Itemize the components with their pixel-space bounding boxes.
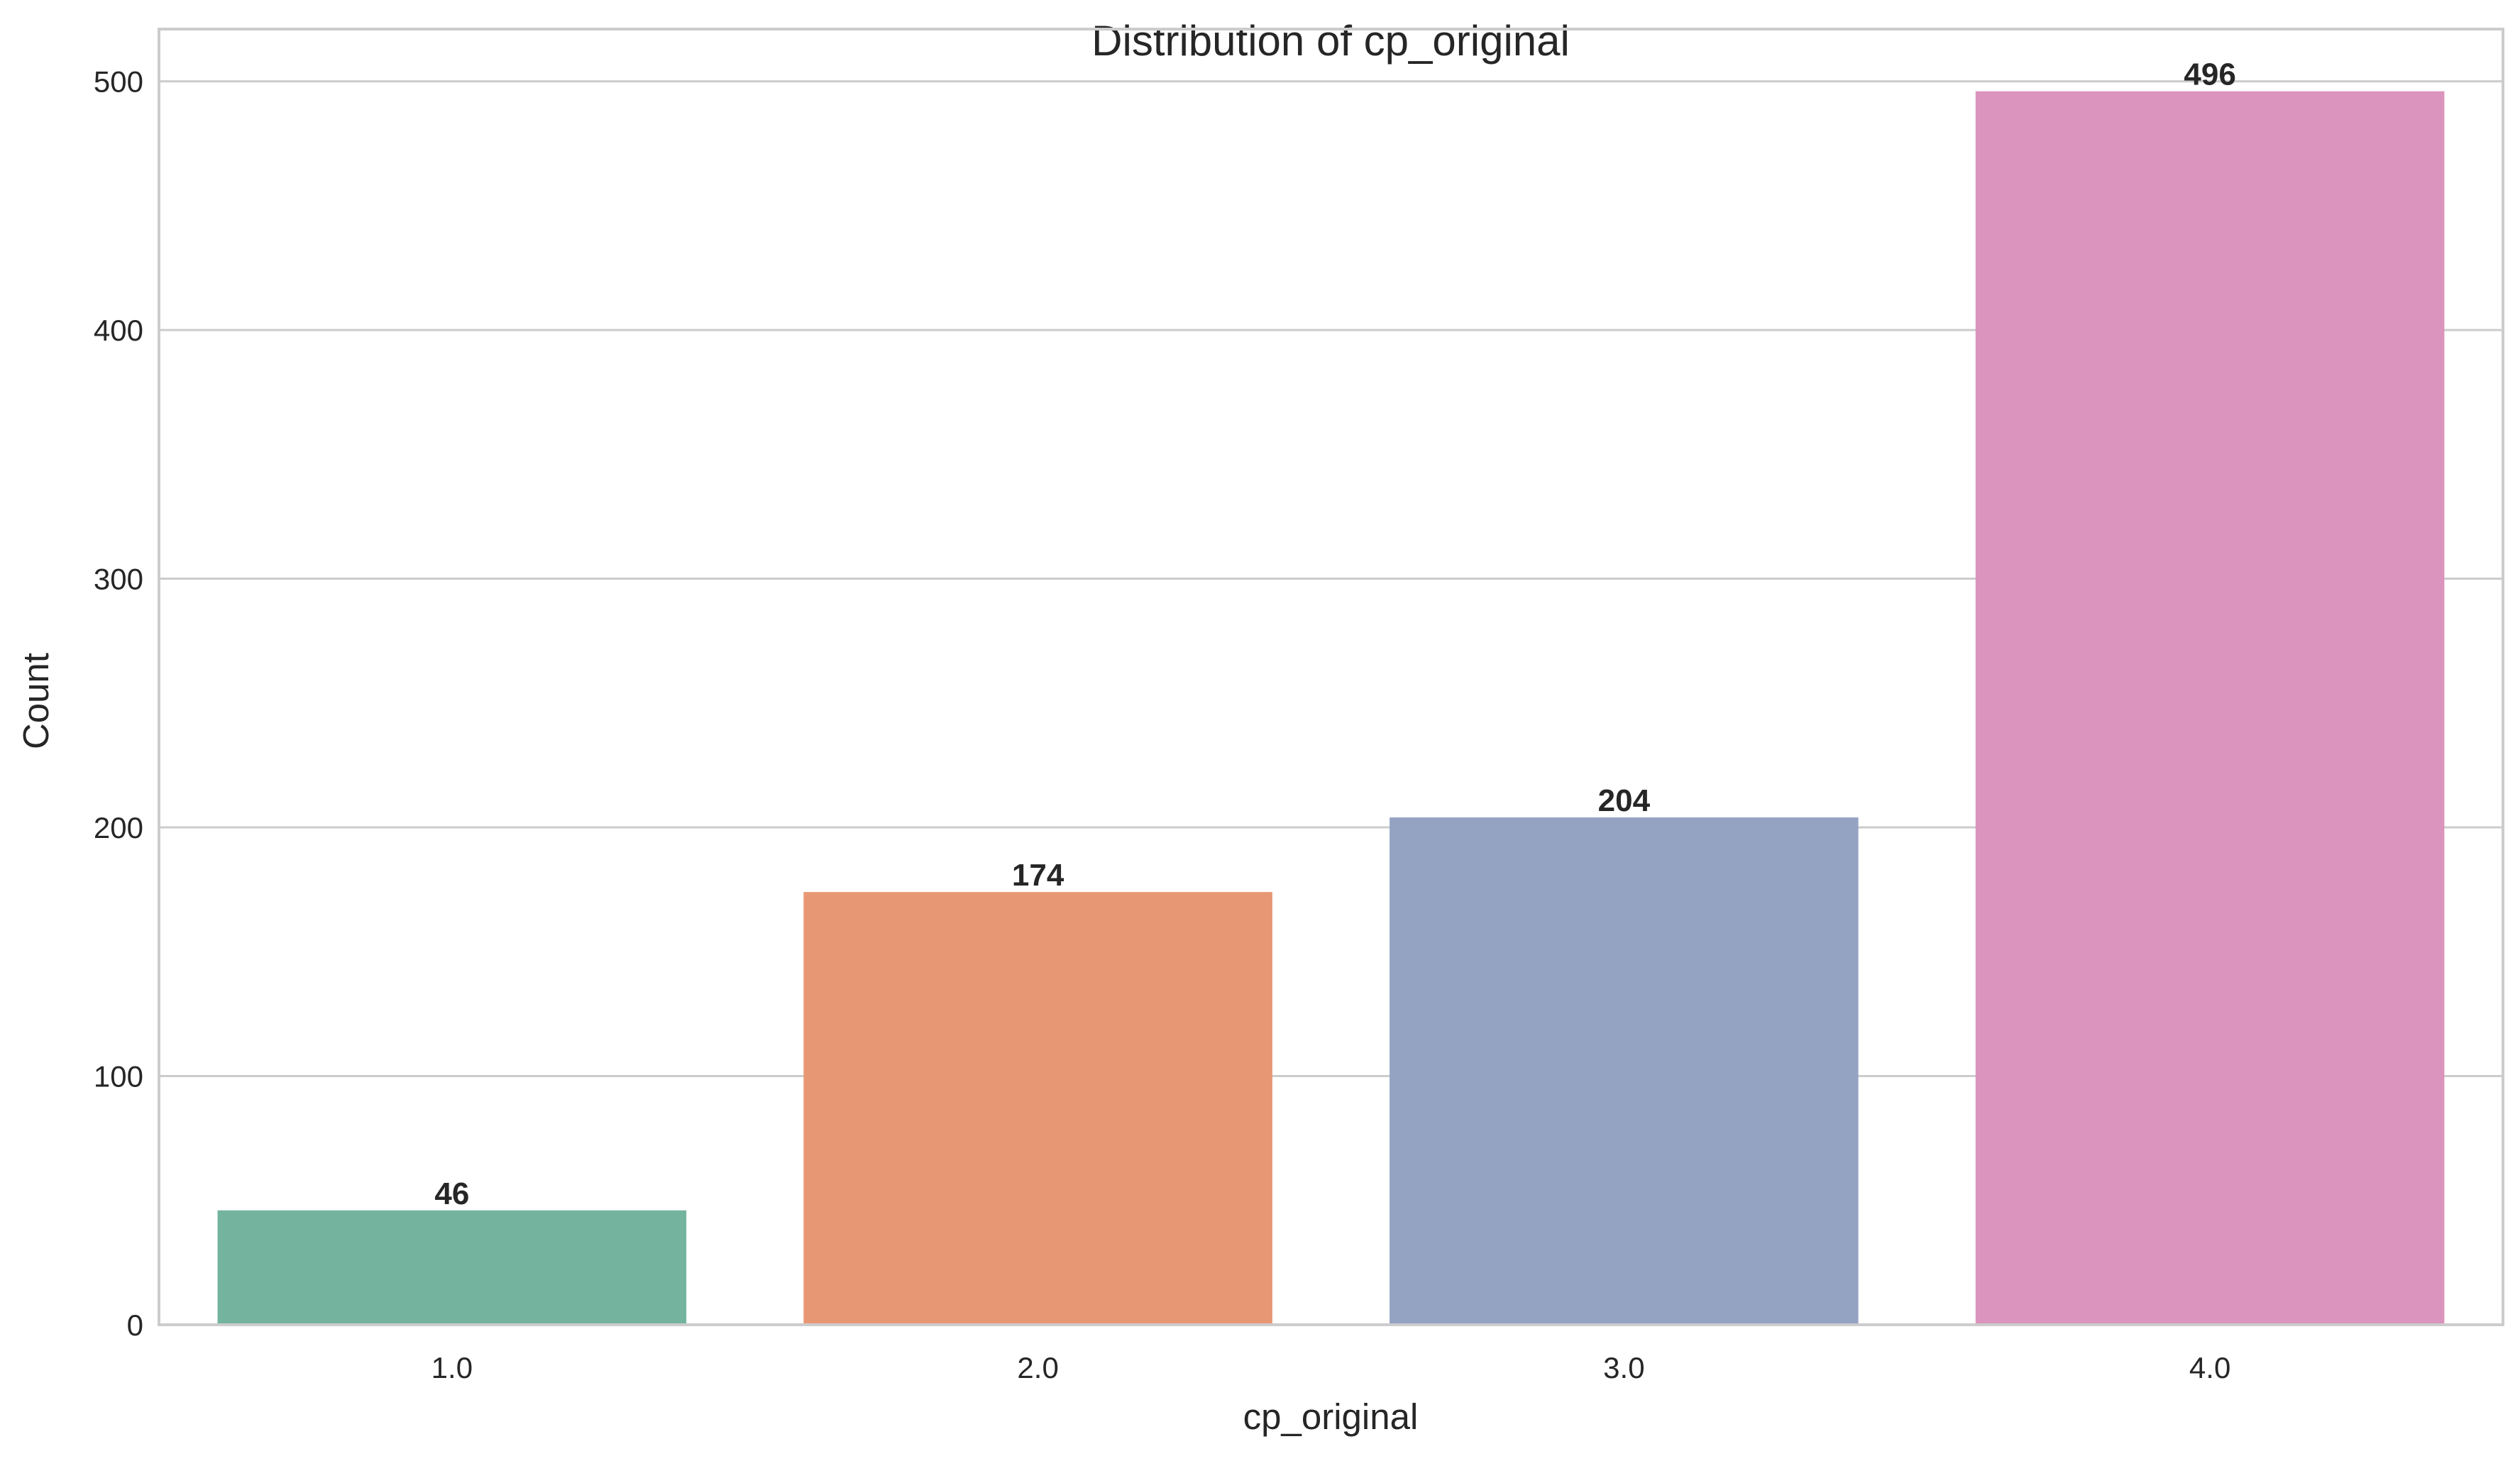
bar-2.0 <box>803 892 1272 1325</box>
bars <box>217 91 2445 1325</box>
bar-4.0 <box>1975 91 2445 1325</box>
bar-value-label: 204 <box>1598 783 1651 818</box>
y-tick-label: 500 <box>94 65 143 99</box>
x-tick-label: 3.0 <box>1603 1351 1644 1384</box>
y-tick-label: 200 <box>94 811 143 844</box>
bar-3.0 <box>1390 817 1859 1325</box>
x-tick-label: 1.0 <box>431 1351 473 1384</box>
y-tick-label: 0 <box>127 1308 143 1342</box>
value-labels: 46 174 204 496 <box>434 57 2235 1211</box>
y-tick-label: 300 <box>94 563 143 596</box>
x-axis-label: cp_original <box>1243 1396 1419 1437</box>
x-tick-label: 4.0 <box>2189 1351 2230 1384</box>
chart-title: Distribution of cp_original <box>1091 17 1570 65</box>
y-axis-label: Count <box>16 653 56 749</box>
y-tick-label: 400 <box>94 314 143 347</box>
y-tick-labels: 0 100 200 300 400 500 <box>94 65 143 1342</box>
bar-value-label: 496 <box>2184 57 2235 92</box>
plot-frame <box>158 28 2504 1326</box>
y-tick-label: 100 <box>94 1060 143 1093</box>
bar-1.0 <box>217 1210 687 1325</box>
axes-frame <box>158 28 2504 1326</box>
x-tick-labels: 1.0 2.0 3.0 4.0 <box>431 1351 2231 1384</box>
bar-value-label: 174 <box>1012 858 1064 893</box>
x-tick-label: 2.0 <box>1017 1351 1058 1384</box>
bar-value-label: 46 <box>434 1176 469 1211</box>
